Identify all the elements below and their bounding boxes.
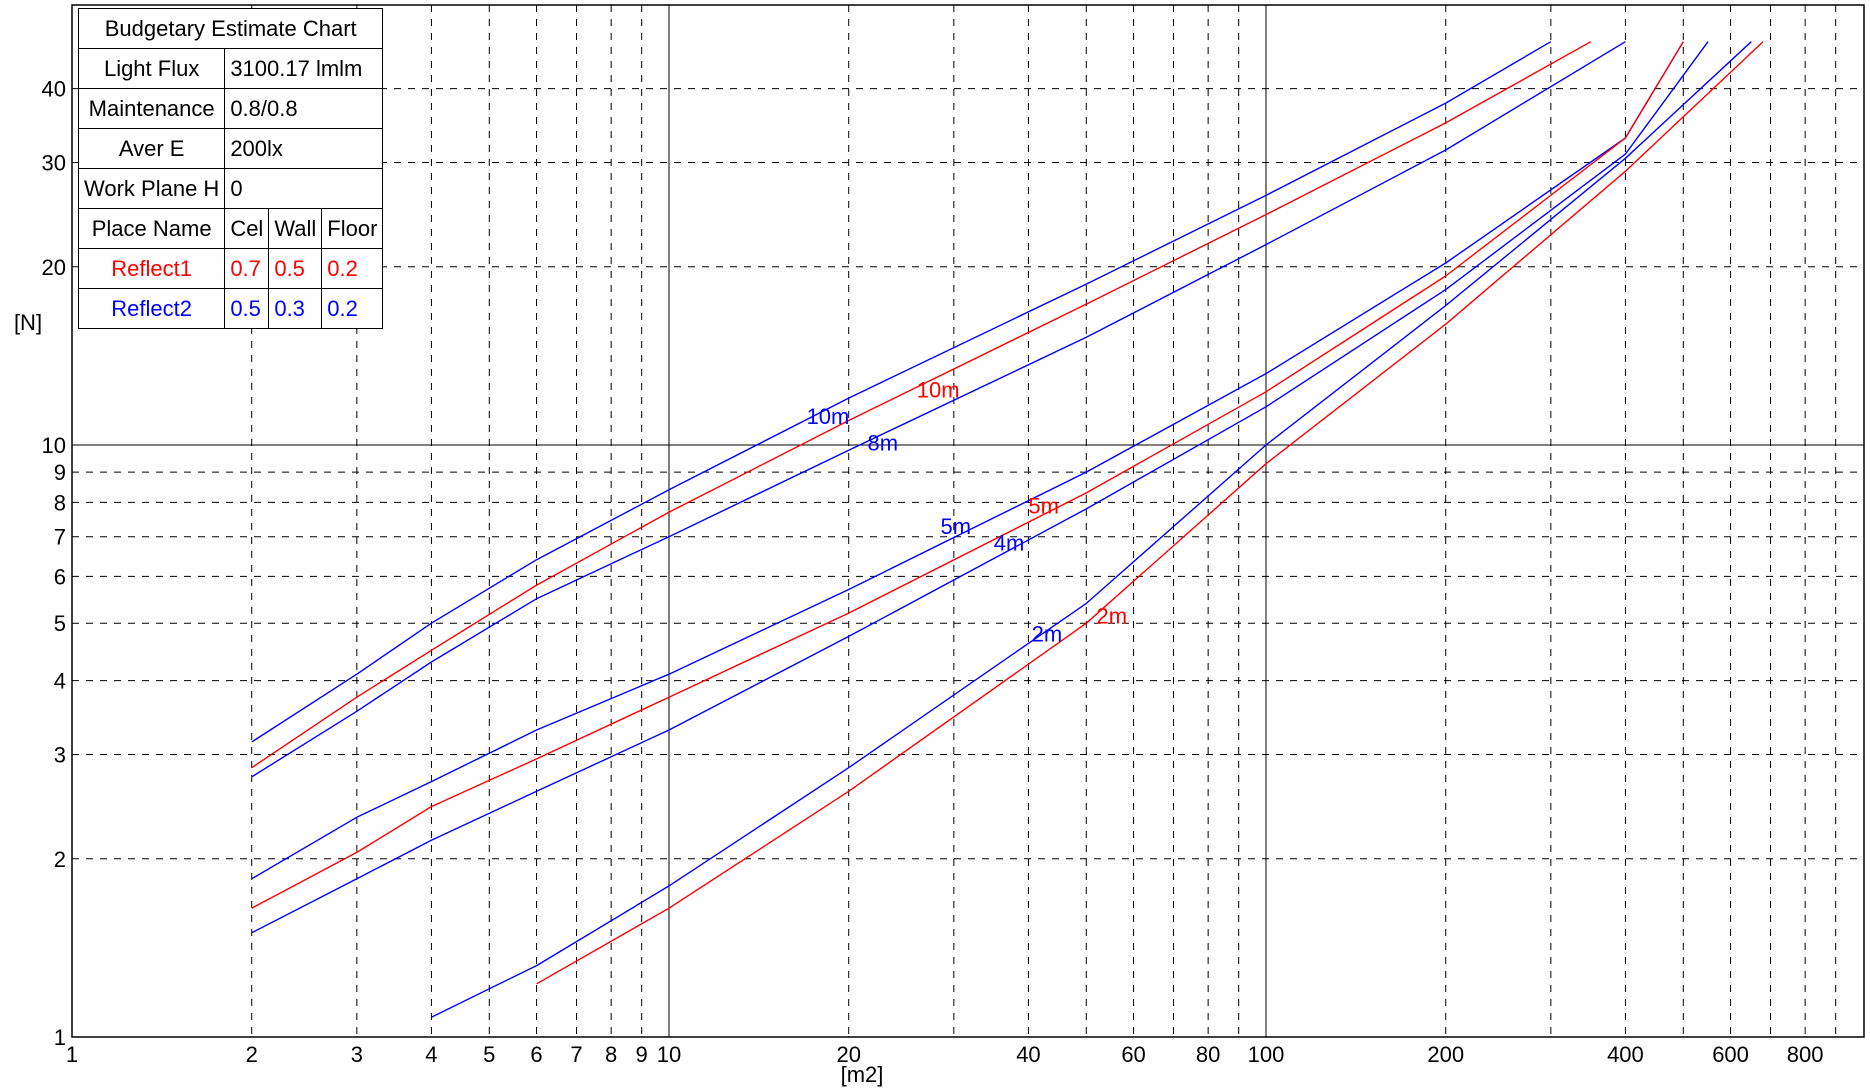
y-tick-label: 5 <box>54 611 66 636</box>
aver-e-value: 200lx <box>224 128 384 169</box>
work-plane-value: 0 <box>224 168 384 209</box>
series-lines <box>251 41 1764 1018</box>
x-tick-label: 8 <box>605 1042 617 1067</box>
x-tick-label: 6 <box>530 1042 542 1067</box>
maintenance-label: Maintenance <box>77 88 226 129</box>
x-axis-label: [m2] <box>841 1062 884 1087</box>
maintenance-value: 0.8/0.8 <box>224 88 384 129</box>
legend-table: Budgetary Estimate Chart Light Flux 3100… <box>77 8 384 329</box>
y-tick-label: 30 <box>42 151 66 176</box>
x-tick-label: 1 <box>66 1042 78 1067</box>
series-line-reflect1-10m <box>251 41 1592 769</box>
wall-header: Wall <box>268 208 323 249</box>
x-tick-label: 800 <box>1787 1042 1824 1067</box>
x-tick-label: 3 <box>351 1042 363 1067</box>
tick-labels: 1 2 3 4 5 6 7 8 9 10 20 40 60 80 100 200 400 600 800123456… <box>42 77 1824 1067</box>
y-axis-label: [N] <box>14 310 42 335</box>
reflect2-wall: 0.3 <box>268 288 323 329</box>
x-tick-label: 7 <box>570 1042 582 1067</box>
x-tick-label: 10 <box>657 1042 681 1067</box>
y-tick-label: 8 <box>54 490 66 515</box>
x-tick-label: 4 <box>425 1042 437 1067</box>
y-tick-label: 9 <box>54 460 66 485</box>
place-name-header: Place Name <box>77 208 226 249</box>
series-label-reflect1-5m: 5m <box>1028 494 1059 519</box>
series-line-reflect2-5m <box>251 41 1684 880</box>
y-tick-label: 2 <box>54 847 66 872</box>
reflect1-name: Reflect1 <box>77 248 226 289</box>
grid <box>72 5 1864 1037</box>
series-label-reflect2-10m: 10m <box>807 404 850 429</box>
x-tick-label: 60 <box>1121 1042 1145 1067</box>
plot-frame <box>71 4 1865 1038</box>
reflect1-floor: 0.2 <box>321 248 384 289</box>
series-line-reflect2-8m <box>251 41 1626 778</box>
y-tick-label: 6 <box>54 564 66 589</box>
series-label-reflect2-8m: 8m <box>867 430 898 455</box>
x-tick-label: 40 <box>1016 1042 1040 1067</box>
reflect1-wall: 0.5 <box>268 248 323 289</box>
y-tick-label: 40 <box>42 77 66 102</box>
y-tick-label: 7 <box>54 525 66 550</box>
x-tick-label: 5 <box>483 1042 495 1067</box>
table-title: Budgetary Estimate Chart <box>77 8 384 49</box>
x-tick-label: 20 <box>836 1042 860 1067</box>
y-tick-label: 10 <box>42 433 66 458</box>
y-tick-label: 4 <box>54 669 66 694</box>
series-label-reflect1-2m: 2m <box>1096 604 1127 629</box>
series-line-reflect2-2m <box>431 41 1752 1018</box>
x-tick-label: 600 <box>1712 1042 1749 1067</box>
aver-e-label: Aver E <box>77 128 226 169</box>
reflect2-cel: 0.5 <box>224 288 270 329</box>
y-tick-label: 3 <box>54 743 66 768</box>
y-tick-label: 20 <box>42 255 66 280</box>
series-line-reflect2-4m <box>251 41 1709 934</box>
series-label-reflect2-4m: 4m <box>994 530 1025 555</box>
series-label-reflect2-5m: 5m <box>941 514 972 539</box>
series-label-reflect2-2m: 2m <box>1032 622 1063 647</box>
reflect2-floor: 0.2 <box>321 288 384 329</box>
floor-header: Floor <box>321 208 384 249</box>
x-tick-label: 80 <box>1196 1042 1220 1067</box>
x-tick-label: 100 <box>1248 1042 1285 1067</box>
series-label-reflect1-10m: 10m <box>917 378 960 403</box>
light-flux-label: Light Flux <box>77 48 226 89</box>
x-tick-label: 200 <box>1427 1042 1464 1067</box>
series-line-reflect2-10m <box>251 41 1552 743</box>
work-plane-label: Work Plane H <box>77 168 226 209</box>
x-tick-label: 400 <box>1607 1042 1644 1067</box>
cel-header: Cel <box>224 208 270 249</box>
series-line-reflect1-5m <box>251 41 1684 909</box>
y-tick-label: 1 <box>54 1025 66 1050</box>
x-tick-label: 2 <box>246 1042 258 1067</box>
reflect2-name: Reflect2 <box>77 288 226 329</box>
reflect1-cel: 0.7 <box>224 248 270 289</box>
x-tick-label: 9 <box>636 1042 648 1067</box>
series-line-reflect1-2m <box>536 41 1764 985</box>
light-flux-value: 3100.17 lmlm <box>224 48 384 89</box>
